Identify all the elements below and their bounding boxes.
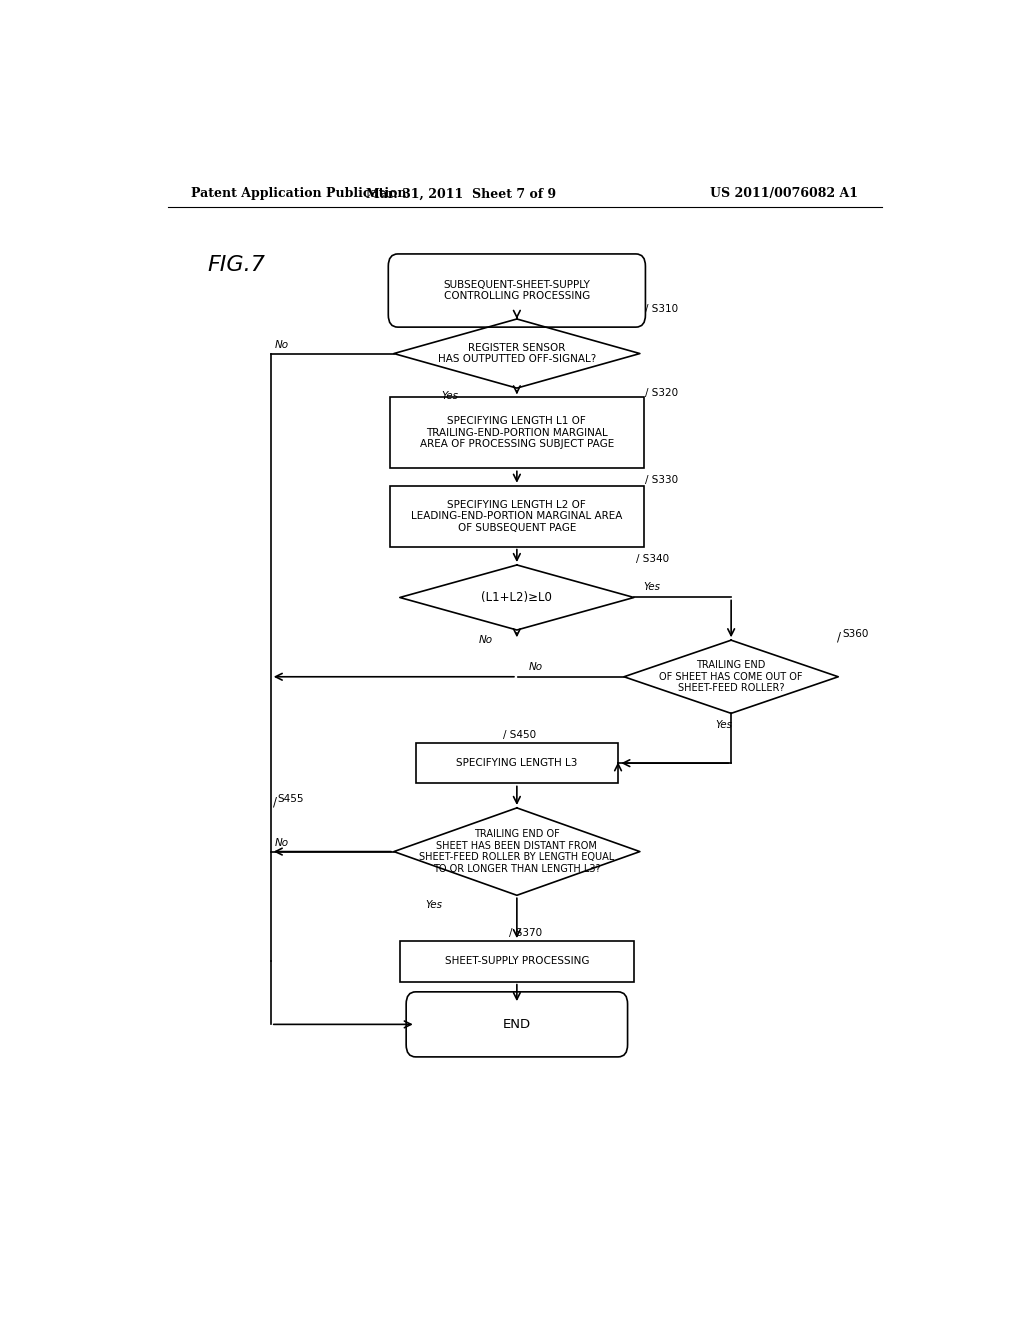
Text: Patent Application Publication: Patent Application Publication — [191, 187, 407, 201]
Text: (L1+L2)≥L0: (L1+L2)≥L0 — [481, 591, 552, 605]
Text: No: No — [274, 341, 289, 350]
Polygon shape — [394, 319, 640, 388]
FancyBboxPatch shape — [407, 991, 628, 1057]
Text: / S320: / S320 — [645, 388, 679, 399]
Text: / S330: / S330 — [645, 475, 679, 484]
Text: No: No — [274, 838, 289, 849]
FancyBboxPatch shape — [388, 253, 645, 327]
Bar — [390, 486, 644, 546]
Text: END: END — [503, 1018, 530, 1031]
Polygon shape — [624, 640, 839, 713]
Text: REGISTER SENSOR
HAS OUTPUTTED OFF-SIGNAL?: REGISTER SENSOR HAS OUTPUTTED OFF-SIGNAL… — [437, 343, 596, 364]
Text: Yes: Yes — [644, 582, 660, 593]
Polygon shape — [399, 565, 634, 630]
Text: S360: S360 — [842, 630, 868, 639]
Text: No: No — [528, 661, 543, 672]
Polygon shape — [394, 808, 640, 895]
Text: /: / — [837, 631, 841, 644]
Text: / S310: / S310 — [645, 304, 679, 314]
Text: Yes: Yes — [441, 391, 459, 401]
Text: / S340: / S340 — [636, 554, 669, 564]
Text: Yes: Yes — [426, 900, 442, 911]
Bar — [416, 743, 618, 784]
Text: TRAILING END
OF SHEET HAS COME OUT OF
SHEET-FEED ROLLER?: TRAILING END OF SHEET HAS COME OUT OF SH… — [659, 660, 803, 693]
Text: No: No — [479, 635, 493, 645]
Text: Mar. 31, 2011  Sheet 7 of 9: Mar. 31, 2011 Sheet 7 of 9 — [367, 187, 556, 201]
Text: S455: S455 — [278, 793, 304, 804]
Text: SPECIFYING LENGTH L2 OF
LEADING-END-PORTION MARGINAL AREA
OF SUBSEQUENT PAGE: SPECIFYING LENGTH L2 OF LEADING-END-PORT… — [412, 499, 623, 533]
Text: /: / — [273, 795, 278, 808]
Text: Yes: Yes — [715, 719, 732, 730]
Text: US 2011/0076082 A1: US 2011/0076082 A1 — [710, 187, 858, 201]
Text: / S450: / S450 — [503, 730, 536, 739]
Text: FIG.7: FIG.7 — [207, 255, 265, 275]
Text: / S370: / S370 — [509, 928, 542, 939]
Text: SPECIFYING LENGTH L1 OF
TRAILING-END-PORTION MARGINAL
AREA OF PROCESSING SUBJECT: SPECIFYING LENGTH L1 OF TRAILING-END-POR… — [420, 416, 614, 449]
Bar — [399, 941, 634, 982]
Text: SPECIFYING LENGTH L3: SPECIFYING LENGTH L3 — [456, 758, 578, 768]
Text: SUBSEQUENT-SHEET-SUPPLY
CONTROLLING PROCESSING: SUBSEQUENT-SHEET-SUPPLY CONTROLLING PROC… — [443, 280, 590, 301]
Text: SHEET-SUPPLY PROCESSING: SHEET-SUPPLY PROCESSING — [444, 957, 589, 966]
Bar — [390, 397, 644, 469]
Text: TRAILING END OF
SHEET HAS BEEN DISTANT FROM
SHEET-FEED ROLLER BY LENGTH EQUAL
TO: TRAILING END OF SHEET HAS BEEN DISTANT F… — [419, 829, 614, 874]
